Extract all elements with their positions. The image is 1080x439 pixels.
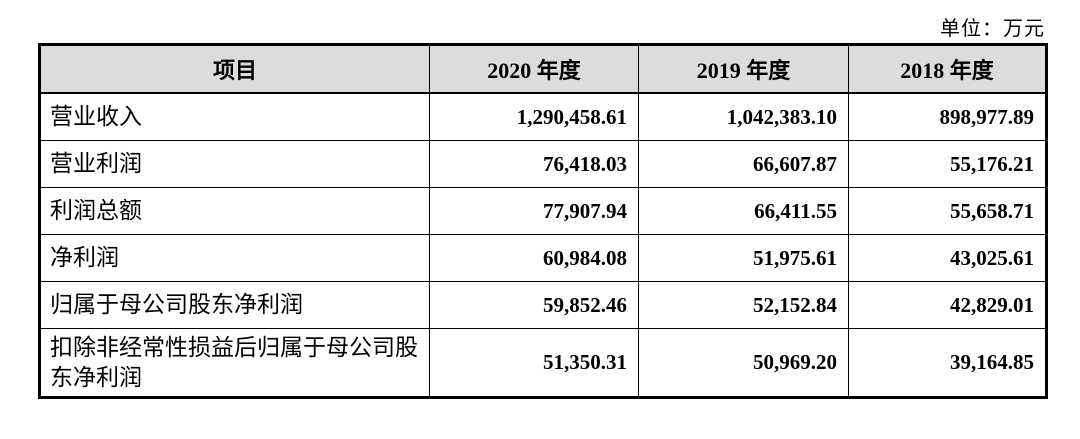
value-2020: 77,907.94 [429,187,639,235]
table-row: 利润总额 77,907.94 66,411.55 55,658.71 [39,187,1047,235]
unit-label: 单位：万元 [940,18,1045,40]
row-item-label: 营业收入 [39,92,430,141]
table-row: 营业收入 1,290,458.61 1,042,383.10 898,977.8… [39,92,1047,141]
column-header-2019: 2019 年度 [638,44,849,94]
table-header: 项目 2020 年度 2019 年度 2018 年度 [39,44,1047,94]
table-row: 扣除非经常性损益后归属于母公司股东净利润 51,350.31 50,969.20… [39,328,1047,398]
column-header-item: 项目 [39,44,430,94]
value-2020: 76,418.03 [429,140,639,188]
column-header-2018: 2018 年度 [848,44,1047,94]
value-2019: 66,607.87 [638,140,849,188]
header-row: 项目 2020 年度 2019 年度 2018 年度 [39,44,1047,94]
value-2019: 50,969.20 [638,328,849,398]
value-2018: 42,829.01 [848,281,1047,329]
value-2019: 51,975.61 [638,234,849,282]
table-row: 营业利润 76,418.03 66,607.87 55,176.21 [39,140,1047,188]
value-2020: 1,290,458.61 [429,92,639,141]
value-2019: 66,411.55 [638,187,849,235]
value-2018: 55,176.21 [848,140,1047,188]
value-2018: 43,025.61 [848,234,1047,282]
row-item-label: 营业利润 [39,140,430,188]
value-2020: 60,984.08 [429,234,639,282]
row-item-label: 扣除非经常性损益后归属于母公司股东净利润 [39,328,430,398]
financial-summary-table: 项目 2020 年度 2019 年度 2018 年度 营业收入 1,290,45… [38,43,1048,399]
value-2019: 1,042,383.10 [638,92,849,141]
table-row: 归属于母公司股东净利润 59,852.46 52,152.84 42,829.0… [39,281,1047,329]
table-row: 净利润 60,984.08 51,975.61 43,025.61 [39,234,1047,282]
value-2018: 55,658.71 [848,187,1047,235]
row-item-label: 归属于母公司股东净利润 [39,281,430,329]
row-item-label: 利润总额 [39,187,430,235]
value-2019: 52,152.84 [638,281,849,329]
column-header-2020: 2020 年度 [429,44,639,94]
value-2018: 898,977.89 [848,92,1047,141]
value-2020: 51,350.31 [429,328,639,398]
table-body: 营业收入 1,290,458.61 1,042,383.10 898,977.8… [39,92,1047,398]
row-item-label: 净利润 [39,234,430,282]
value-2020: 59,852.46 [429,281,639,329]
value-2018: 39,164.85 [848,328,1047,398]
